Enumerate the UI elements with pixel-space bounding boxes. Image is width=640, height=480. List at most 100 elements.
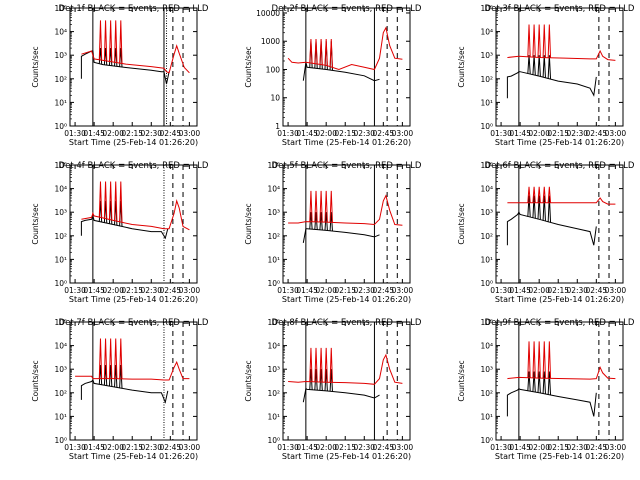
x-tick-label: 01:45 [83,443,105,452]
y-tick-label: 10⁴ [54,28,67,37]
x-tick-label: 02:30 [353,286,375,295]
red-spike [309,347,313,382]
x-tick-label: 02:00 [528,129,550,138]
black-spike [114,365,118,388]
plot-area [288,322,403,440]
y-tick-label: 10² [480,75,493,84]
red-series-line [507,365,616,380]
black-spike [314,369,318,391]
plot-area [80,8,190,126]
y-tick-label: 10³ [54,51,67,60]
y-tick-label: 10¹ [54,412,67,421]
y-tick-label: 10⁴ [480,185,493,194]
y-tick-label: 10³ [480,51,493,60]
x-tick-label: 02:15 [121,129,143,138]
x-tick-label: 02:30 [566,129,588,138]
x-tick-label: 02:45 [160,286,182,295]
red-spike [119,338,123,379]
y-tick-label: 10³ [54,208,67,217]
red-spike [329,190,333,223]
black-spike [329,369,333,392]
y-tick-label: 100 [266,65,281,74]
red-spike [319,347,323,383]
y-tick-label: 1 [275,122,280,131]
red-spike [532,186,536,203]
x-tick-label: 02:15 [547,129,569,138]
y-tick-label: 10⁰ [267,436,280,445]
x-tick-label: 02:45 [373,443,395,452]
black-spike [314,212,318,230]
x-tick-label: 03:00 [179,129,201,138]
black-spike [537,371,541,393]
black-spike [309,212,313,230]
red-spike [314,347,318,382]
y-tick-label: 10⁰ [480,279,493,288]
y-tick-label: 10² [480,232,493,241]
red-spike [98,20,103,60]
black-series-line [506,211,597,246]
y-axis-label: Counts/sec [244,203,253,244]
black-series-line [506,387,597,417]
x-tick-label: 01:45 [83,129,105,138]
y-tick-label: 10⁰ [267,279,280,288]
red-spike [103,181,108,219]
y-tick-label: 10⁵ [54,161,67,170]
y-tick-label: 10¹ [267,412,280,421]
y-axis-label: Counts/sec [31,360,40,401]
x-tick-label: 02:45 [586,129,608,138]
plot-frame [69,321,198,441]
red-spike [542,341,546,379]
black-spike [547,371,552,395]
y-tick-label: 10⁴ [54,342,67,351]
red-spike [324,190,328,223]
x-axis-label: Start Time (25-Feb-14 01:26:20) [495,295,624,304]
y-tick-label: 10⁵ [54,318,67,327]
black-spike [537,55,541,77]
red-spike [108,20,113,62]
y-tick-label: 10³ [267,365,280,374]
y-tick-label: 10² [54,232,67,241]
red-spike [324,347,328,383]
black-spike [319,212,323,230]
x-tick-label: 02:00 [102,286,124,295]
x-tick-label: 01:30 [277,443,299,452]
red-series-line [287,26,403,71]
chart-title: Det 2f BLACK = Events, RED = LLD [272,4,422,14]
red-spike [542,24,546,58]
y-tick-label: 10² [267,232,280,241]
x-tick-label: 03:00 [605,443,627,452]
x-tick-label: 01:45 [509,129,531,138]
red-spike [103,338,108,379]
red-spike [98,181,103,218]
x-tick-label: 01:30 [64,286,86,295]
red-series-line [507,49,616,61]
plot-frame [69,7,198,127]
y-tick-label: 10⁴ [267,342,280,351]
x-axis-label: Start Time (25-Feb-14 01:26:20) [69,452,198,461]
x-axis-label: Start Time (25-Feb-14 01:26:20) [282,138,411,147]
chart-title: Det 9f BLACK = Events, RED = LLD [485,318,635,328]
red-spike [319,190,323,223]
black-spike [537,195,541,220]
y-tick-label: 10⁰ [480,436,493,445]
x-tick-label: 03:00 [605,286,627,295]
x-tick-label: 01:30 [64,129,86,138]
red-spike [98,338,103,379]
red-series-line [81,44,190,74]
plot-area [80,165,190,283]
x-tick-label: 02:15 [121,286,143,295]
plot-area [287,8,403,126]
x-tick-label: 03:00 [179,443,201,452]
x-axis-label: Start Time (25-Feb-14 01:26:20) [69,295,198,304]
plot-frame [495,7,624,127]
black-series-line [80,214,169,240]
plot-frame [495,164,624,284]
y-tick-label: 1000 [261,37,280,46]
plot-frame [69,164,198,284]
black-spike [324,369,328,391]
red-spike [527,341,531,378]
black-series-line [80,50,170,85]
x-tick-label: 02:15 [334,286,356,295]
